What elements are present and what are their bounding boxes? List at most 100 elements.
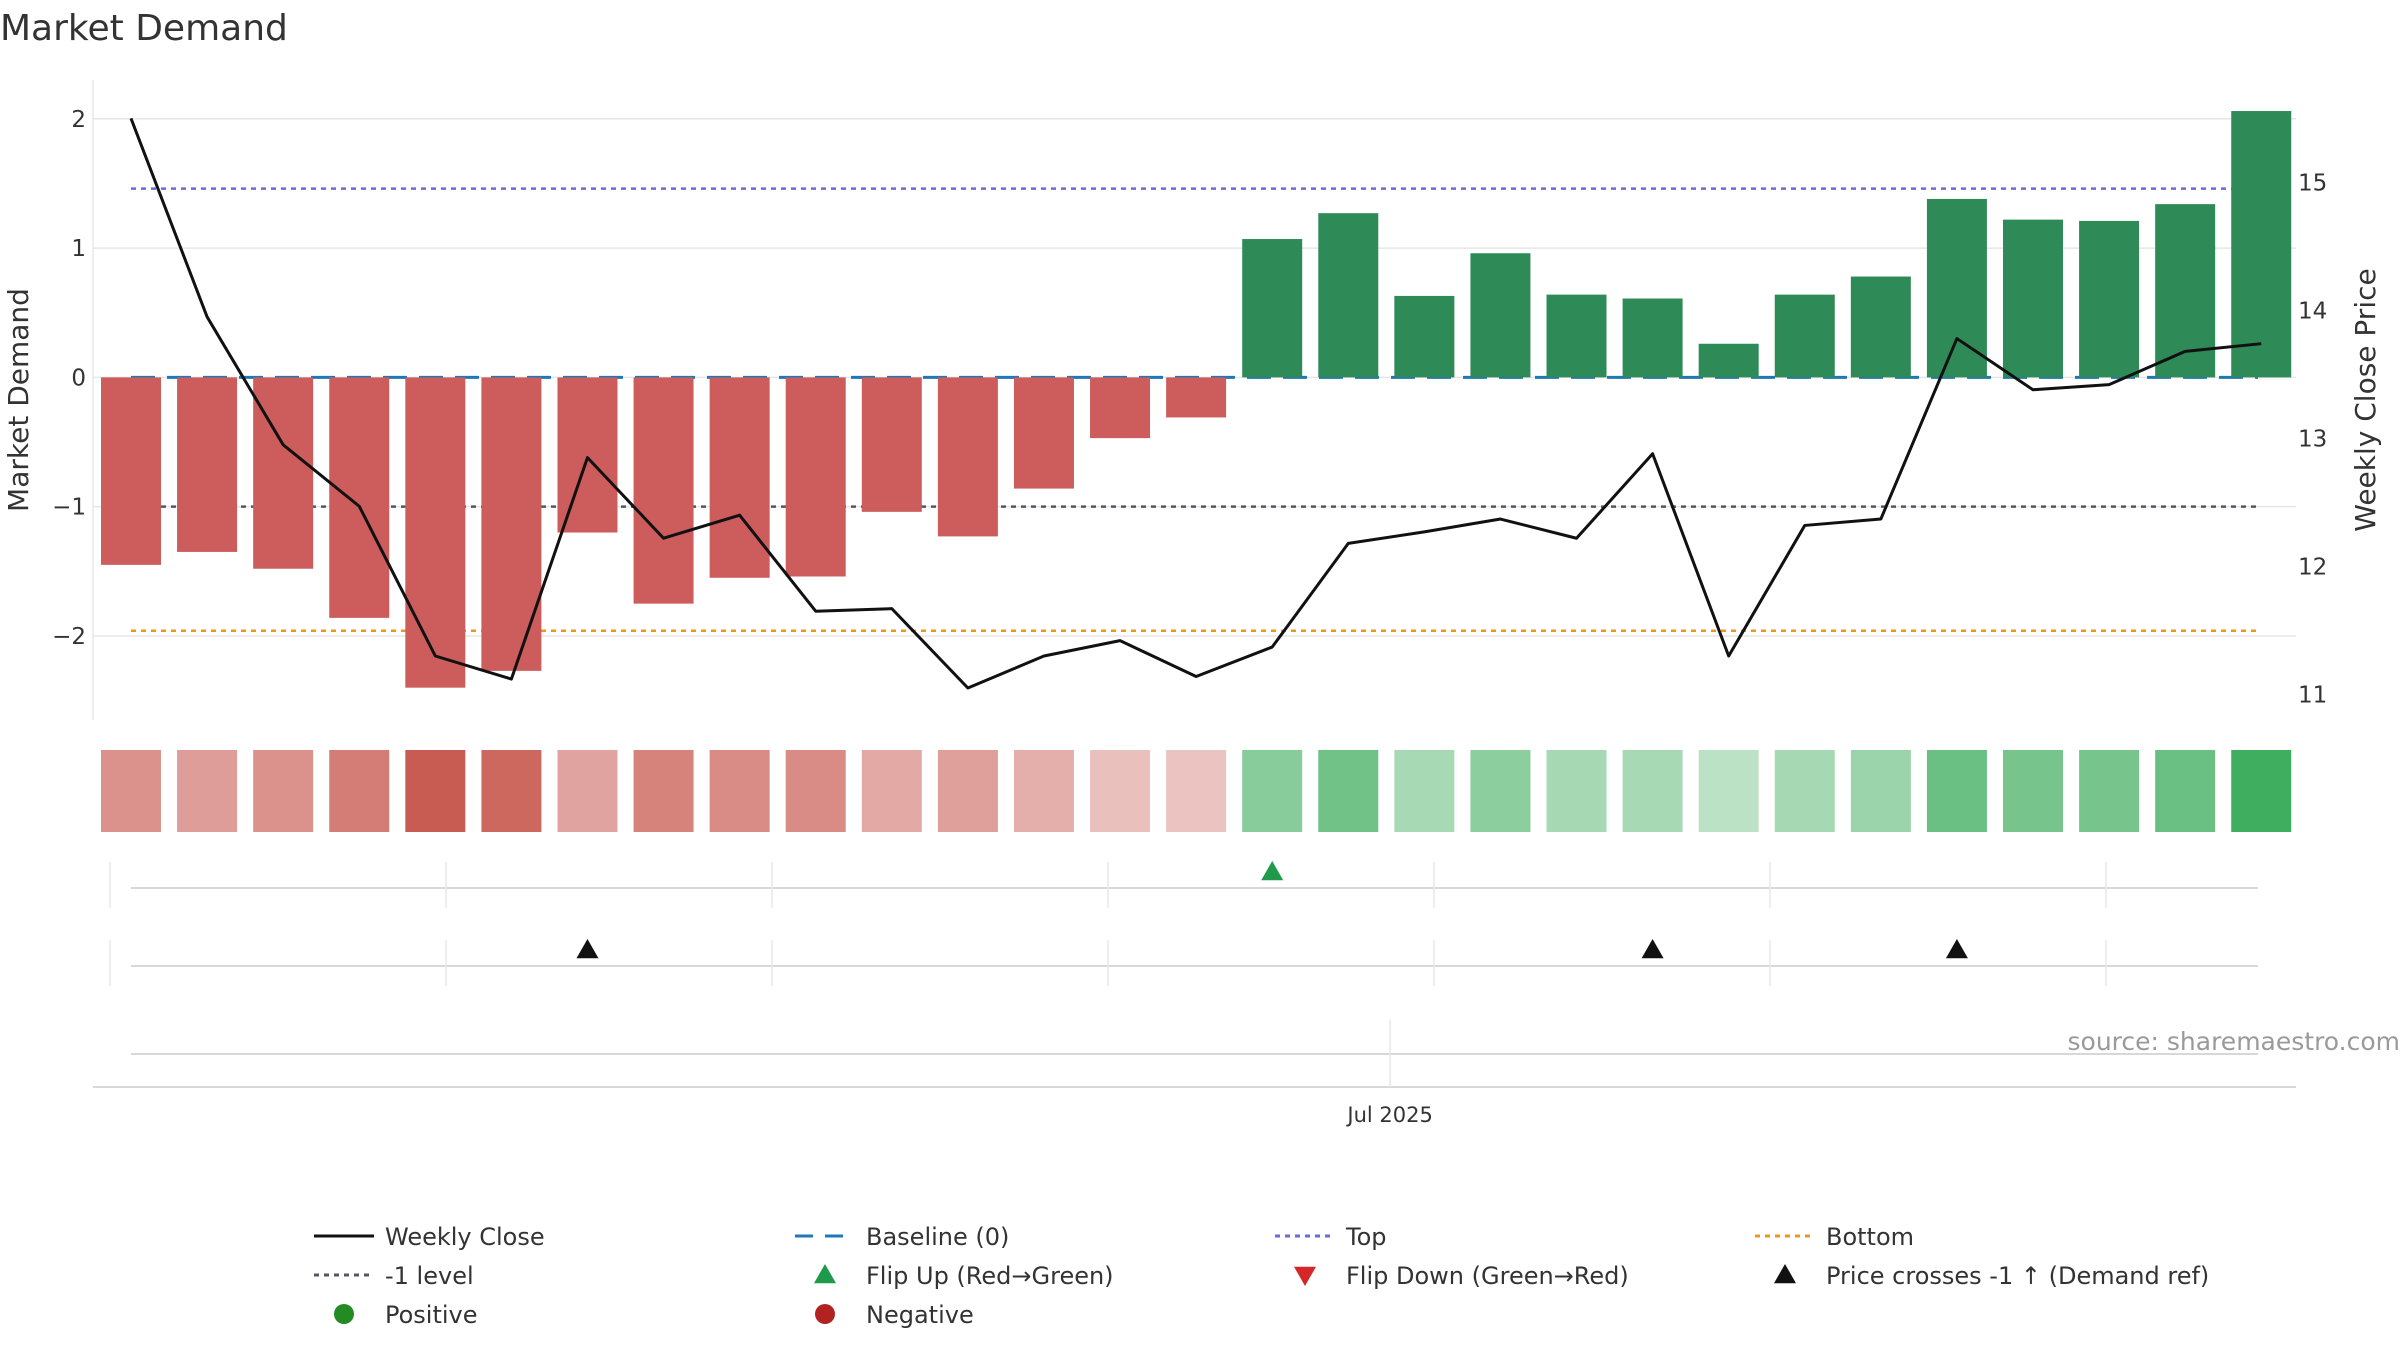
y-left-tick-label: −1 [52,495,86,521]
negative-bar [253,377,314,569]
heat-cell [1394,750,1455,832]
positive-bar [1622,298,1683,378]
legend-label: Positive [385,1301,478,1329]
heat-cell [177,750,238,832]
legend-label: Price crosses -1 ↑ (Demand ref) [1826,1262,2209,1290]
negative-bar [101,377,161,565]
chart-title: Market Demand [0,8,288,49]
price-cross-marker [576,939,599,959]
heat-cell [405,750,466,832]
weekly-close-line [129,117,2262,690]
heat-cell [1318,750,1379,832]
positive-bar [1546,294,1607,378]
price-cross-marker [1945,939,1968,959]
heat-cell [1546,750,1607,832]
legend-swatch-triangle-up [814,1264,836,1284]
y-left-tick-label: 1 [71,236,86,262]
price-cross-marker [1641,939,1664,959]
legend-swatch-dot [815,1304,835,1324]
heat-cell [1774,750,1835,832]
legend-label: Flip Up (Red→Green) [866,1262,1114,1290]
positive-bar [1926,198,1987,378]
y-left-axis-label: Market Demand [2,288,35,512]
heat-cell [1850,750,1911,832]
heat-cell [2231,750,2292,832]
negative-bar [1166,377,1227,418]
y-left-tick-label: −2 [52,624,86,650]
negative-bar [633,377,694,604]
heat-cell [1166,750,1227,832]
y-right-tick-label: 13 [2298,426,2327,452]
positive-bar [1850,276,1911,378]
heat-strip [101,750,2292,832]
positive-bar [1318,213,1379,378]
price-cross-row [109,939,2258,986]
y-right-tick-label: 11 [2298,682,2327,708]
positive-bar [2231,111,2292,378]
demand-bars [101,111,2292,688]
negative-bar [785,377,846,577]
negative-bar [557,377,618,533]
positive-bar [2079,220,2140,378]
heat-cell [709,750,770,832]
price-line-layer [129,117,2262,690]
negative-bar [177,377,238,552]
heat-cell [1622,750,1683,832]
heat-cell [329,750,390,832]
y-right-tick-label: 12 [2298,554,2327,580]
flip-row [109,861,2258,908]
negative-bar [1013,377,1074,489]
heat-cell [1926,750,1987,832]
heat-cell [1698,750,1759,832]
positive-bar [1470,253,1531,378]
heat-cell [1470,750,1531,832]
legend-label: Top [1345,1223,1387,1251]
positive-bar [1774,294,1835,378]
negative-bar [405,377,466,688]
date-axis: Jul 2025 [131,1020,2258,1127]
negative-bar [937,377,998,537]
legend-label: Bottom [1826,1223,1914,1251]
heat-cell [785,750,846,832]
legend-swatch-triangle-up [1774,1264,1796,1284]
negative-bar [481,377,542,671]
heat-cell [633,750,694,832]
flip-up-marker [1261,861,1284,881]
heat-cell [2079,750,2140,832]
axis-ticks: 2 1 0 −1 −2 15 14 13 12 11 [52,107,2327,709]
heat-cell [1090,750,1151,832]
legend-label: Baseline (0) [866,1223,1009,1251]
y-right-axis-label: Weekly Close Price [2349,268,2382,531]
legend: Weekly Close Baseline (0) Top Bottom -1 leve… [314,1223,2209,1329]
negative-bar [329,377,390,618]
positive-bar [1242,239,1303,378]
y-right-tick-label: 15 [2298,170,2327,196]
positive-bar [1394,295,1455,378]
y-right-tick-label: 14 [2298,298,2327,324]
legend-label: -1 level [385,1262,474,1290]
heat-cell [937,750,998,832]
heat-cell [2155,750,2216,832]
heat-cell [481,750,542,832]
source-label: source: sharemaestro.com [2068,1027,2400,1056]
legend-swatch-triangle-down [1294,1266,1316,1286]
legend-label: Flip Down (Green→Red) [1346,1262,1629,1290]
heat-cell [557,750,618,832]
y-left-tick-label: 2 [71,107,86,133]
legend-label: Negative [866,1301,974,1329]
heat-cell [1242,750,1303,832]
heat-cell [101,750,161,832]
negative-bar [1090,377,1151,439]
heat-cell [1013,750,1074,832]
legend-swatch-dot [334,1304,354,1324]
negative-bar [709,377,770,578]
y-left-tick-label: 0 [71,365,86,391]
legend-label: Weekly Close [385,1223,545,1251]
heat-cell [861,750,922,832]
heat-cell [2003,750,2063,832]
x-tick-label: Jul 2025 [1345,1103,1432,1127]
negative-bar [861,377,922,512]
heat-cell [253,750,314,832]
positive-bar [2003,219,2063,378]
